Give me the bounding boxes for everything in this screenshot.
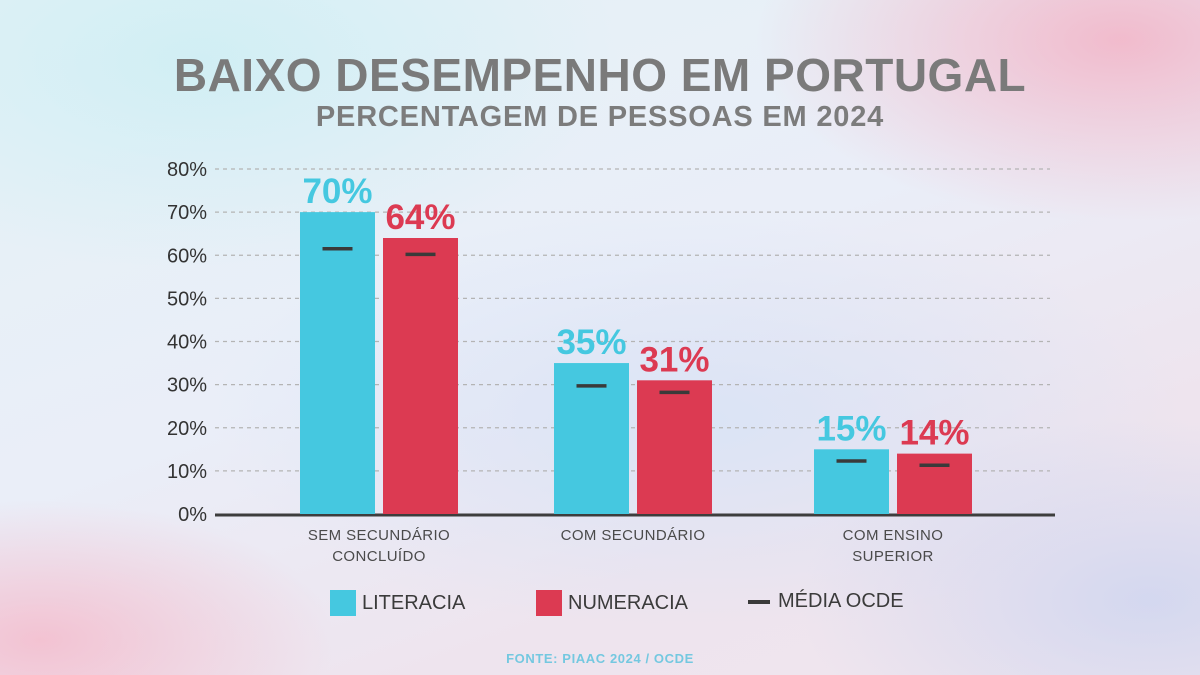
bar-literacia [814,449,889,514]
data-label: 64% [385,198,455,237]
bar-literacia [554,363,629,514]
x-category-label: CONCLUÍDO [332,548,426,565]
bar-numeracia [897,453,972,514]
data-label: 35% [556,323,626,362]
legend-label-numeracia: NUMERACIA [568,591,689,614]
x-category-label: COM SECUNDÁRIO [561,527,706,544]
y-tick-label: 60% [167,245,207,267]
source-note: FONTE: PIAAC 2024 / OCDE [506,651,694,666]
chart-title: BAIXO DESEMPENHO EM PORTUGAL [173,49,1027,101]
data-label: 15% [816,409,886,448]
y-tick-label: 20% [167,418,207,440]
legend-label-media-ocde: MÉDIA OCDE [778,590,904,612]
legend: LITERACIA NUMERACIA MÉDIA OCDE [0,590,1200,620]
y-tick-label: 30% [167,375,207,397]
y-tick-label: 80% [167,159,207,181]
legend-item-literacia: LITERACIA [330,590,465,616]
bar-numeracia [383,238,458,514]
y-tick-label: 70% [167,202,207,224]
legend-marker-media-ocde [748,599,770,604]
x-category-label: SUPERIOR [852,548,934,565]
legend-label-literacia: LITERACIA [362,591,466,614]
y-tick-label: 50% [167,288,207,310]
legend-item-numeracia: NUMERACIA [536,590,688,616]
y-tick-label: 40% [167,332,207,354]
legend-item-media-ocde: MÉDIA OCDE [748,590,904,613]
data-label: 31% [639,340,709,379]
legend-swatch-literacia [330,590,356,616]
data-label: 70% [302,172,372,211]
y-tick-label: 10% [167,461,207,483]
x-category-label: SEM SECUNDÁRIO [308,527,450,544]
x-category-label: COM ENSINO [843,527,944,544]
bar-literacia [300,212,375,514]
data-label: 14% [899,414,969,453]
chart-subtitle: PERCENTAGEM DE PESSOAS EM 2024 [315,101,885,133]
legend-swatch-numeracia [536,590,562,616]
bar-numeracia [637,380,712,514]
y-tick-label: 0% [178,504,207,526]
